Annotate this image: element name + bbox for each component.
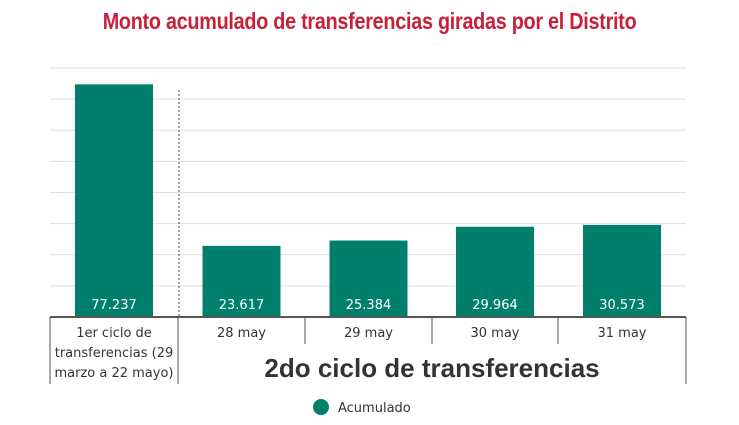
bar — [75, 84, 153, 317]
category-label: 30 may — [471, 326, 520, 341]
bar-value-label: 30.573 — [599, 298, 645, 313]
category-label: transferencias (29 — [55, 346, 174, 361]
x-axis — [49, 90, 687, 384]
category-label: marzo a 22 mayo) — [54, 366, 173, 381]
legend-label: Acumulado — [338, 401, 411, 416]
legend-swatch — [313, 399, 329, 415]
bar-value-label: 23.617 — [219, 298, 265, 313]
bar — [202, 245, 281, 317]
legend: Acumulado — [313, 399, 411, 416]
chart-title: Monto acumulado de transferencias girada… — [102, 8, 637, 34]
bars: 77.237 23.617 25.384 29.964 30.573 — [75, 84, 661, 317]
bar — [583, 224, 661, 317]
category-label: 28 may — [217, 326, 266, 341]
bar-value-label: 29.964 — [472, 298, 518, 313]
category-labels: 1er ciclo de transferencias (29 marzo a 22… — [54, 326, 646, 381]
bar-value-label: 25.384 — [346, 298, 392, 313]
category-label: 1er ciclo de — [76, 326, 152, 341]
second-cycle-label: 2do ciclo de transferencias — [264, 353, 599, 383]
bar-value-label: 77.237 — [91, 298, 137, 313]
bar — [456, 226, 534, 317]
category-label: 31 may — [598, 326, 647, 341]
bar — [329, 240, 408, 317]
category-label: 29 may — [344, 326, 393, 341]
